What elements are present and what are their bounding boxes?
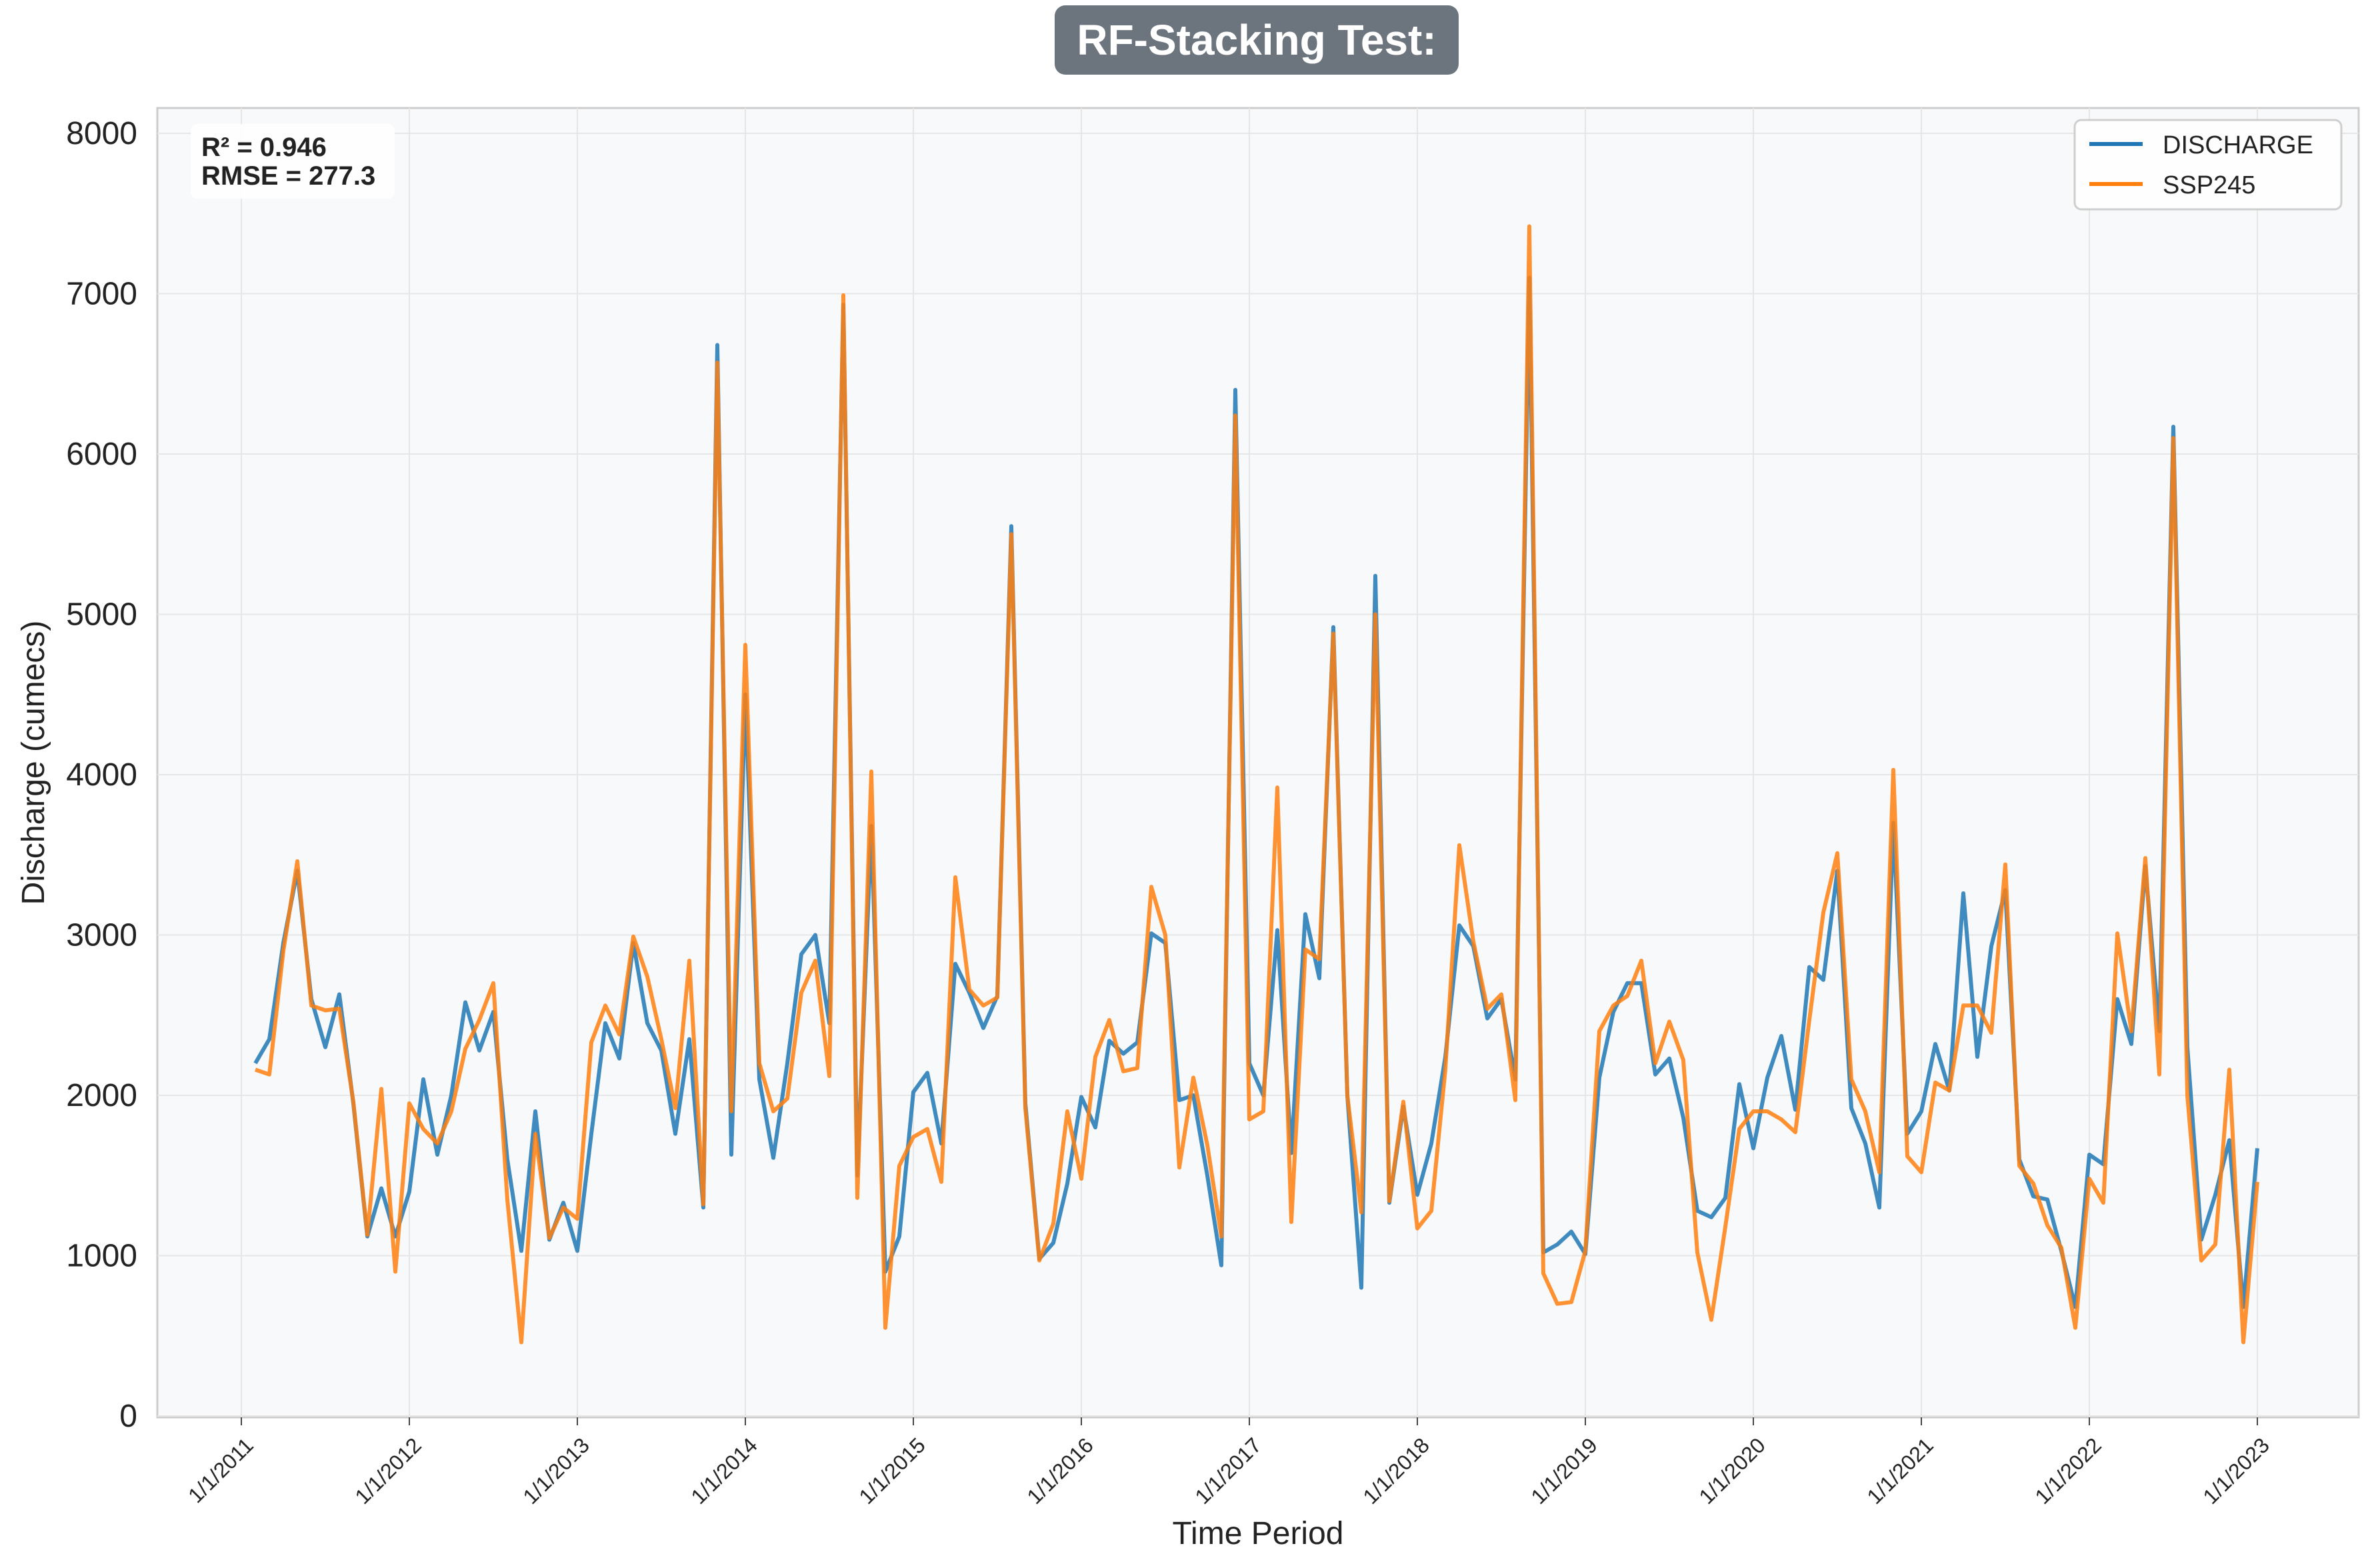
series-layer: [253, 224, 2259, 1345]
y-tick-label: 5000: [66, 597, 137, 633]
y-tick-label: 7000: [66, 277, 137, 312]
chart-title-box: RF-Stacking Test:: [1055, 5, 1459, 75]
x-tick-label: 1/1/2014: [686, 1433, 762, 1509]
x-axis-label: Time Period: [1173, 1516, 1344, 1551]
y-tick-label: 1000: [66, 1239, 137, 1274]
legend: DISCHARGE SSP245: [2073, 119, 2343, 211]
x-tick-label: 1/1/2017: [1190, 1433, 1266, 1509]
chart-title: RF-Stacking Test:: [1077, 16, 1436, 64]
y-tick-label: 6000: [66, 437, 137, 472]
r2-annotation: R² = 0.946: [201, 133, 327, 162]
x-tick-label: 1/1/2020: [1694, 1433, 1770, 1509]
series-line-ssp245: [255, 224, 2259, 1345]
x-tick-label: 1/1/2015: [854, 1433, 930, 1509]
x-tick-label: 1/1/2011: [183, 1433, 258, 1507]
legend-label-ssp245: SSP245: [2163, 171, 2255, 199]
y-tick-label: 8000: [66, 116, 137, 151]
x-tick-label: 1/1/2022: [2030, 1433, 2106, 1509]
x-tick-label: 1/1/2019: [1526, 1433, 1602, 1509]
y-tick-label: 2000: [66, 1078, 137, 1113]
y-tick-label: 4000: [66, 757, 137, 793]
x-tick-label: 1/1/2016: [1022, 1433, 1098, 1509]
y-tick-label: 3000: [66, 918, 137, 953]
x-axis: 1/1/2011 1/1/2012 1/1/2013 1/1/2014 1/1/2015…: [183, 1417, 2274, 1509]
stats-annotation: R² = 0.946 RMSE = 277.3: [191, 124, 395, 199]
x-tick-label: 1/1/2021: [1862, 1433, 1938, 1509]
x-tick-label: 1/1/2013: [518, 1433, 594, 1509]
x-tick-label: 1/1/2012: [350, 1433, 426, 1509]
y-axis-label: Discharge (cumecs): [16, 621, 51, 905]
plot-area: [156, 107, 2360, 1419]
series-line-discharge: [253, 275, 2259, 1309]
y-axis: 0 1000 2000 3000 4000 5000 6000 7000 8000: [66, 116, 137, 1434]
rmse-annotation: RMSE = 277.3: [201, 161, 375, 191]
x-tick-label: 1/1/2018: [1358, 1433, 1434, 1509]
y-tick-label: 0: [119, 1399, 137, 1434]
x-tick-label: 1/1/2023: [2198, 1433, 2274, 1509]
legend-label-discharge: DISCHARGE: [2163, 131, 2313, 159]
